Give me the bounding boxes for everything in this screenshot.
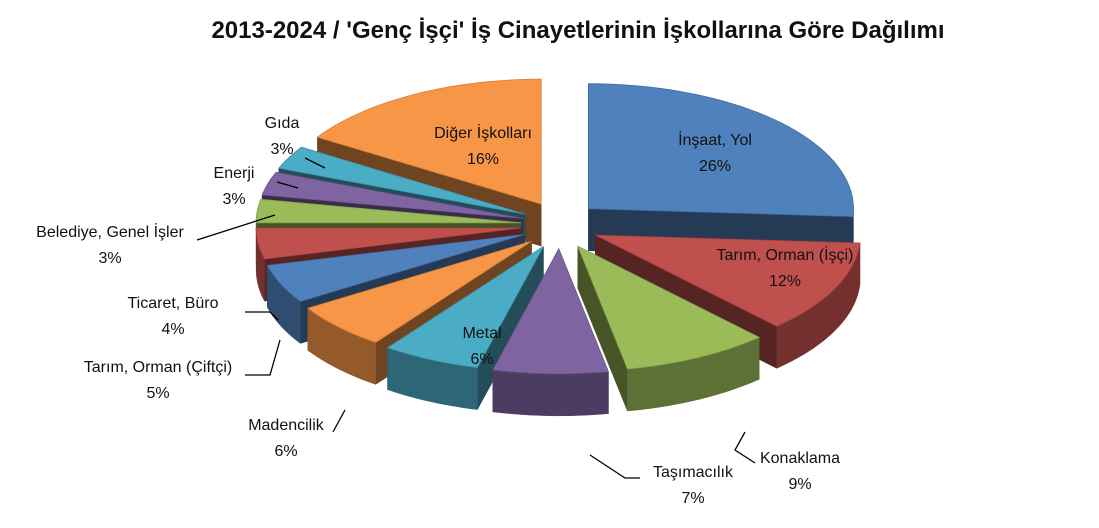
value-label: 7%	[681, 490, 704, 507]
slice	[588, 83, 854, 218]
slice-label: Ticaret, Büro	[128, 295, 219, 312]
value-label: 5%	[146, 385, 169, 402]
slice	[266, 234, 525, 302]
slice	[278, 146, 526, 215]
slice	[306, 240, 532, 343]
chart-title: 2013-2024 / 'Genç İşçi' İş Cinayetlerini…	[211, 17, 944, 44]
labels: İnşaat, Yol 26% Tarım, Orman (İşçi) 12% Kona…	[36, 115, 853, 507]
leader-line	[276, 181, 299, 189]
slice-label: Diğer İşkolları	[434, 123, 532, 142]
slice-label: İnşaat, Yol	[678, 130, 752, 149]
slice	[316, 78, 542, 205]
slice-side	[492, 369, 609, 417]
slice-label: Metal	[462, 325, 501, 342]
slice-label: Taşımacılık	[653, 464, 734, 481]
value-label: 3%	[98, 250, 121, 267]
slice	[255, 227, 522, 260]
value-label: 16%	[467, 151, 499, 168]
value-label: 4%	[161, 321, 184, 338]
leader-line	[304, 157, 326, 169]
slice	[255, 198, 522, 224]
leader-line	[245, 339, 281, 376]
leader-line	[734, 431, 756, 464]
leader-line	[332, 409, 346, 433]
value-label: 3%	[270, 141, 293, 158]
slice	[595, 234, 861, 327]
slice-label: Gıda	[265, 115, 300, 132]
value-label: 12%	[769, 273, 801, 290]
slice	[261, 171, 523, 219]
slice-label: Konaklama	[760, 450, 840, 467]
slice	[386, 246, 544, 369]
value-label: 26%	[699, 158, 731, 175]
leader-line	[196, 214, 276, 241]
value-label: 6%	[470, 351, 493, 368]
slice-label: Tarım, Orman (İşçi)	[717, 245, 854, 264]
slice-label: Madencilik	[248, 417, 325, 434]
slice-label: Enerji	[214, 165, 255, 182]
leader-line	[245, 311, 279, 321]
slice	[577, 245, 761, 370]
slice-label: Belediye, Genel İşler	[36, 222, 184, 241]
slice-label: Tarım, Orman (Çiftçi)	[84, 359, 232, 376]
value-label: 6%	[274, 443, 297, 460]
value-label: 3%	[222, 191, 245, 208]
leader-line	[589, 454, 640, 479]
value-label: 9%	[788, 476, 811, 493]
slice	[492, 247, 609, 375]
pie	[255, 78, 861, 417]
